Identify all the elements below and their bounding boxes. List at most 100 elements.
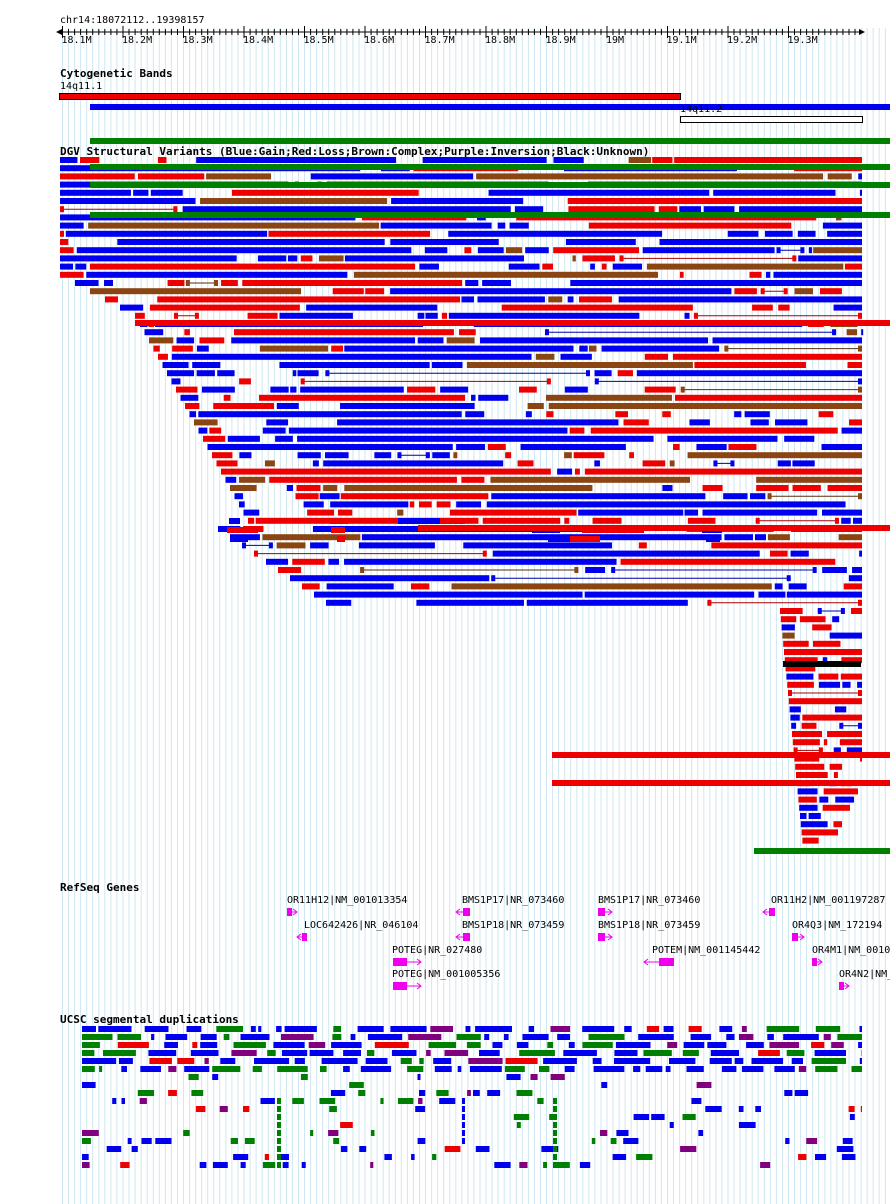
dgv-variant bbox=[323, 485, 338, 491]
dgv-variant bbox=[801, 829, 838, 836]
gene-label[interactable]: BMS1P17|NR_073460 bbox=[598, 895, 701, 906]
dgv-variant bbox=[216, 460, 238, 467]
gene-label[interactable]: OR4N2|NM_ bbox=[839, 969, 890, 980]
dgv-variant bbox=[758, 591, 786, 598]
dgv-variant bbox=[279, 312, 353, 319]
dgv-variant bbox=[819, 796, 829, 803]
ruler-tick-label: 18.7M bbox=[424, 35, 455, 46]
dgv-variant bbox=[723, 493, 748, 500]
segdup-feature bbox=[277, 1114, 281, 1120]
dgv-variant bbox=[325, 370, 330, 377]
gene-label[interactable]: BMS1P17|NR_073460 bbox=[462, 895, 565, 906]
dgv-variant bbox=[567, 198, 862, 204]
dgv-variant bbox=[390, 288, 732, 295]
dgv-variant bbox=[594, 378, 599, 385]
dgv-variant bbox=[859, 189, 862, 196]
segdup-feature bbox=[738, 1034, 754, 1040]
dgv-variant bbox=[798, 255, 862, 262]
segdup-feature bbox=[188, 1074, 199, 1080]
segdup-feature bbox=[550, 1026, 571, 1032]
gene-label[interactable]: POTEG|NR_027480 bbox=[392, 945, 483, 956]
dgv-variant bbox=[548, 403, 862, 409]
dgv-variant bbox=[135, 312, 145, 319]
dgv-variant bbox=[694, 362, 806, 368]
gene-label[interactable]: POTEG|NM_001005356 bbox=[392, 969, 501, 980]
gene-label[interactable]: OR4M1|NM_0010 bbox=[812, 945, 890, 956]
dgv-variant bbox=[659, 239, 862, 245]
segdup-feature bbox=[82, 1154, 89, 1160]
dgv-variant bbox=[323, 460, 504, 467]
segdup-feature bbox=[151, 1034, 155, 1040]
dgv-variant bbox=[706, 536, 720, 542]
dgv-variant bbox=[173, 206, 178, 213]
segdup-feature bbox=[591, 1138, 596, 1144]
dgv-variant bbox=[487, 444, 506, 450]
segdup-feature bbox=[484, 1034, 490, 1040]
gene-exon bbox=[792, 933, 798, 941]
gene-label[interactable]: OR11H2|NM_001197287 bbox=[771, 895, 886, 906]
dgv-variant bbox=[601, 263, 607, 270]
segdup-feature bbox=[638, 1034, 674, 1040]
segdup-feature bbox=[842, 1138, 853, 1144]
dgv-variant bbox=[296, 485, 321, 491]
dgv-variant bbox=[180, 394, 199, 401]
dgv-variant bbox=[861, 329, 864, 336]
gene-label[interactable]: BMS1P18|NR_073459 bbox=[462, 920, 565, 931]
dgv-variant bbox=[150, 189, 183, 196]
gene-exon bbox=[302, 933, 307, 941]
segdup-feature bbox=[553, 1162, 570, 1168]
gene-glyph bbox=[296, 933, 307, 941]
segdup-feature bbox=[98, 1026, 132, 1032]
dgv-variant bbox=[832, 616, 840, 623]
gene-label[interactable]: OR11H12|NM_001013354 bbox=[287, 895, 408, 906]
segdup-feature bbox=[462, 1122, 465, 1128]
dgv-variant bbox=[754, 534, 766, 541]
segdup-feature bbox=[579, 1162, 591, 1168]
segdup-feature bbox=[473, 1090, 480, 1096]
dgv-variant bbox=[808, 813, 821, 819]
segdup-feature bbox=[539, 1066, 550, 1072]
segdup-feature bbox=[200, 1034, 217, 1040]
segdup-feature bbox=[547, 1042, 554, 1048]
segdup-feature bbox=[254, 1058, 290, 1064]
segdup-feature bbox=[767, 1034, 774, 1040]
gene-label[interactable]: LOC642426|NR_046104 bbox=[304, 920, 419, 931]
dgv-variant bbox=[330, 501, 409, 508]
segdup-feature bbox=[426, 1050, 431, 1056]
dgv-variant bbox=[326, 599, 352, 606]
dgv-variant bbox=[344, 558, 617, 565]
segdup-feature bbox=[340, 1146, 348, 1152]
dgv-variant bbox=[266, 419, 289, 426]
gene-label[interactable]: POTEM|NM_001145442 bbox=[652, 945, 761, 956]
segdup-feature bbox=[506, 1074, 521, 1080]
strand-arrow-right-icon bbox=[607, 933, 613, 941]
segdup-feature bbox=[415, 1106, 426, 1112]
dgv-variant bbox=[229, 518, 240, 524]
dgv-variant bbox=[822, 657, 828, 664]
dgv-variant bbox=[456, 501, 482, 508]
dgv-variant bbox=[336, 518, 348, 524]
gene-label[interactable]: BMS1P18|NR_073459 bbox=[598, 920, 701, 931]
segdup-feature bbox=[624, 1026, 632, 1032]
dgv-variant bbox=[451, 583, 772, 590]
dgv-variant bbox=[590, 263, 595, 270]
dgv-variant bbox=[857, 681, 862, 688]
gene-label[interactable]: OR4Q3|NM_172194 bbox=[792, 920, 883, 931]
dgv-variant bbox=[544, 329, 549, 336]
segdup-feature bbox=[240, 1034, 270, 1040]
dgv-variant bbox=[827, 230, 862, 237]
dgv-variant bbox=[835, 796, 854, 803]
dgv-variant bbox=[789, 706, 801, 713]
dgv-variant bbox=[441, 312, 448, 319]
segdup-feature bbox=[462, 1114, 465, 1120]
dgv-variant bbox=[60, 230, 65, 237]
dgv-variant bbox=[848, 575, 862, 582]
dgv-variant bbox=[792, 485, 821, 491]
dgv-variant bbox=[579, 296, 612, 303]
segdup-feature bbox=[333, 1138, 340, 1144]
segdup-feature bbox=[541, 1146, 559, 1152]
dgv-variant bbox=[818, 411, 834, 418]
gene-exon bbox=[812, 958, 817, 966]
segdup-feature bbox=[444, 1050, 469, 1056]
